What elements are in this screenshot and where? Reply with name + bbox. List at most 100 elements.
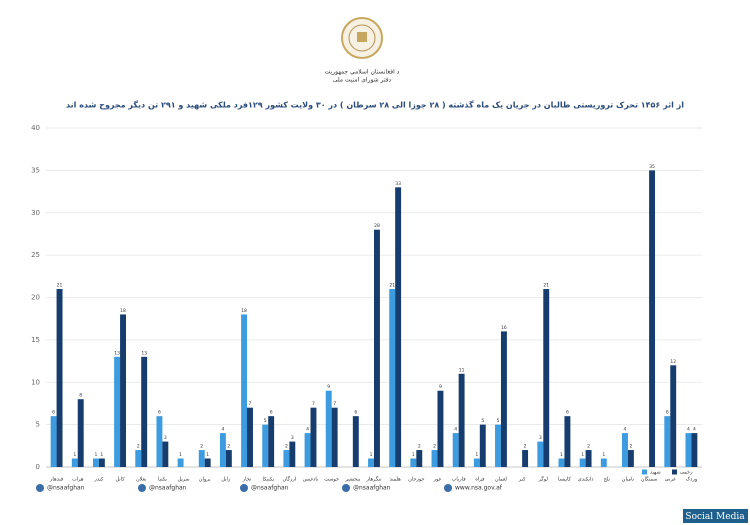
bar [77, 399, 84, 467]
value-label: 3 [291, 435, 294, 441]
bar [431, 450, 438, 467]
value-label: 13 [141, 350, 147, 356]
social-icon [342, 484, 350, 492]
bar [368, 458, 374, 467]
x-tick-label: بادغیس [303, 477, 319, 483]
badge-bg [683, 509, 748, 523]
value-label: 7 [333, 401, 336, 407]
value-label: 6 [158, 410, 161, 416]
social-icon [240, 484, 248, 492]
y-tick-label: 35 [31, 166, 40, 174]
value-label: 1 [95, 452, 98, 458]
x-tick-label: بغلان [136, 477, 146, 483]
value-label: 2 [285, 444, 288, 450]
value-label: 4 [687, 427, 690, 433]
value-label: 1 [602, 452, 605, 458]
value-label: 5 [497, 418, 500, 424]
value-label: 1 [581, 452, 584, 458]
bar [120, 314, 126, 467]
x-tick-label: خوست [324, 477, 339, 483]
value-label: 9 [327, 384, 330, 390]
footer-handle: @nsaafghan [149, 485, 187, 492]
x-tick-label: سمنگان [641, 476, 658, 483]
footer-handle: @nsaafghan [353, 485, 391, 492]
x-tick-label: فاریاب [452, 477, 467, 483]
x-tick-label: لوگر [538, 476, 549, 483]
bar [627, 450, 634, 467]
bar [304, 433, 311, 467]
value-label: 13 [114, 350, 120, 356]
y-tick-label: 0 [36, 463, 40, 471]
bar [325, 390, 332, 467]
bar [71, 458, 78, 467]
bar [495, 424, 501, 467]
value-label: 21 [389, 283, 395, 289]
legend-swatch [672, 469, 677, 475]
bar [458, 373, 465, 467]
y-tick-label: 25 [31, 251, 40, 259]
value-label: 21 [543, 283, 549, 289]
value-label: 1 [73, 452, 76, 458]
value-label: 12 [670, 359, 676, 365]
footer-handle: @nsaafghan [47, 485, 85, 492]
value-label: 2 [524, 444, 527, 450]
emblem [341, 17, 383, 59]
bar [162, 441, 169, 467]
x-tick-label: پنجشیر [344, 477, 360, 483]
bar [649, 170, 656, 467]
bar [268, 416, 275, 467]
bar [622, 433, 628, 467]
legend-swatch [642, 469, 647, 475]
x-tick-label: ارزگان [282, 476, 296, 483]
bar [522, 450, 529, 467]
bar [247, 407, 253, 467]
x-tick-label: زابل [221, 477, 231, 483]
x-tick-label: کاپیسا [558, 477, 571, 483]
value-label: 2 [433, 444, 436, 450]
footer-handle: @nsaafghan [251, 485, 289, 492]
value-label: 1 [370, 452, 373, 458]
value-label: 2 [629, 444, 632, 450]
social-icon [36, 484, 44, 492]
bar [670, 365, 677, 467]
bar [56, 289, 63, 467]
x-tick-label: سرپل [177, 477, 189, 483]
value-label: 21 [57, 283, 63, 289]
x-tick-label: لغمان [495, 477, 507, 483]
value-label: 9 [439, 384, 442, 390]
value-label: 18 [241, 308, 247, 314]
bar [204, 458, 211, 467]
value-label: 11 [459, 367, 465, 373]
bar [585, 450, 592, 467]
value-label: 33 [395, 181, 401, 187]
chart-title: از اثر ۱۴۵۶ تحرک تروریستی طالبان در جریا… [66, 100, 684, 110]
bar [141, 356, 148, 467]
bar [500, 331, 507, 467]
bar [389, 289, 396, 467]
bar [395, 187, 402, 467]
social-icon [444, 484, 452, 492]
x-tick-label: کنر [518, 477, 526, 483]
x-tick-label: جوزجان [408, 477, 424, 483]
value-label: 5 [264, 418, 267, 424]
value-label: 3 [539, 435, 542, 441]
y-tick-label: 40 [31, 124, 40, 132]
bar [600, 458, 607, 467]
value-label: 4 [221, 427, 224, 433]
legend-label: زخمی [680, 470, 693, 476]
bar [92, 458, 99, 467]
value-label: 28 [374, 223, 380, 229]
bar [374, 229, 380, 467]
y-tick-label: 20 [31, 294, 40, 302]
bar [691, 433, 698, 467]
bar [331, 407, 338, 467]
bar [479, 424, 486, 467]
bar [241, 314, 248, 467]
header-line: دفتر شورای امنیت ملی [333, 77, 392, 84]
x-tick-label: غزنی [665, 477, 676, 483]
bar [156, 416, 163, 467]
bar [262, 424, 269, 467]
bar [289, 441, 296, 467]
value-label: 5 [481, 418, 484, 424]
